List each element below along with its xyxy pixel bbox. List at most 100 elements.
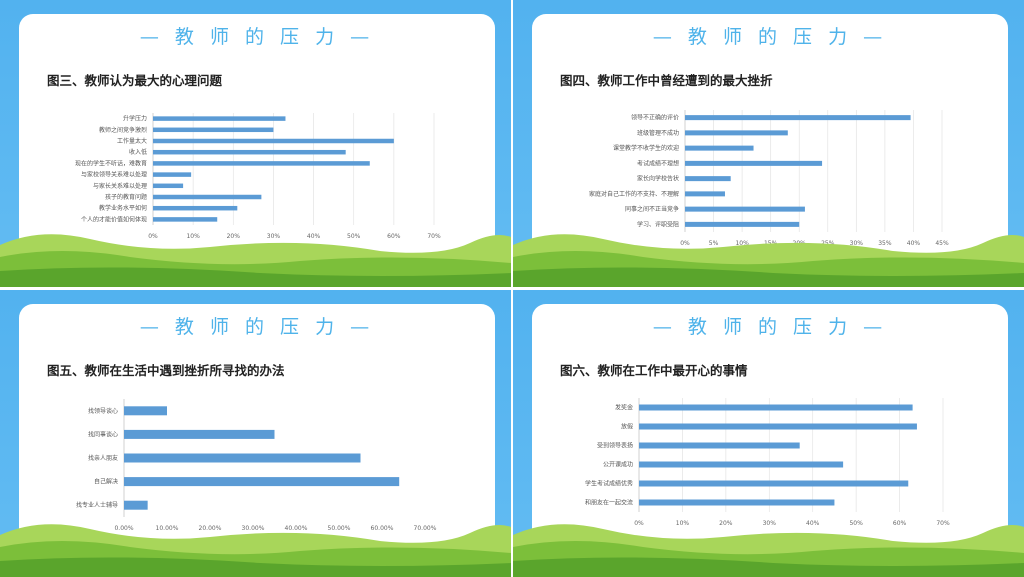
category-label: 放假 [621, 423, 633, 431]
bar [124, 477, 400, 487]
category-label: 教学业务水平如何 [99, 204, 147, 212]
chart-title: 图六、教师在工作中最开心的事情 [560, 363, 748, 378]
bar-chart: 0% 10% 20% 30% 40% 50% 60% 70% 发奖金放假受到领导表扬公开课成功学… [585, 398, 950, 527]
x-tick-label: 50% [849, 520, 863, 527]
x-tick-label: 50.00% [328, 525, 351, 532]
category-label: 学生考试成绩优秀 [585, 480, 633, 488]
grass-decoration [513, 524, 1024, 577]
category-label: 升学压力 [123, 115, 147, 123]
x-tick-label: 30.00% [242, 525, 265, 532]
category-label: 自己解决 [94, 478, 118, 486]
x-tick-label: 20.00% [199, 525, 222, 532]
category-label: 与家校领导关系难以处理 [81, 171, 147, 179]
bar [153, 217, 218, 222]
bar [685, 191, 725, 197]
category-label: 找专业人士辅导 [76, 501, 118, 509]
bar [153, 161, 370, 166]
x-tick-label: 40% [307, 233, 321, 240]
x-tick-label: 35% [878, 240, 892, 247]
x-tick-label: 0% [680, 240, 690, 247]
slide-title: — 教 师 的 压 力 — [652, 26, 888, 48]
x-tick-label: 20% [227, 233, 241, 240]
category-label: 孩子的教育问题 [105, 193, 147, 201]
chart-title: 图五、教师在生活中遇到挫折所寻找的办法 [47, 363, 285, 378]
slide-panel-4[interactable]: — 教 师 的 压 力 — 图六、教师在工作中最开心的事情 0% 10% 20% 30… [513, 290, 1024, 577]
bar [124, 406, 167, 416]
category-label: 公开课成功 [603, 461, 633, 469]
category-label: 家庭对自己工作的不支持、不理解 [589, 190, 679, 198]
chart-title: 图四、教师工作中曾经遭到的最大挫折 [560, 73, 773, 88]
x-tick-label: 20% [719, 520, 733, 527]
x-tick-label: 0% [634, 520, 644, 527]
x-tick-label: 30% [763, 520, 777, 527]
chart-title: 图三、教师认为最大的心理问题 [47, 73, 223, 88]
category-label: 找同事谈心 [88, 430, 118, 438]
bar [153, 194, 262, 200]
x-tick-label: 70% [936, 520, 950, 527]
bar [685, 221, 800, 227]
slide-panel-3[interactable]: — 教 师 的 压 力 — 图五、教师在生活中遇到挫折所寻找的办法 0.00% 1… [0, 290, 511, 577]
x-tick-label: 60% [893, 520, 907, 527]
bar [639, 499, 835, 506]
x-tick-label: 40% [907, 240, 921, 247]
x-tick-label: 10% [676, 520, 690, 527]
bar [685, 130, 788, 136]
bar [685, 145, 754, 151]
category-label: 收入低 [129, 148, 147, 156]
slide-title: — 教 师 的 压 力 — [139, 26, 375, 48]
slide-title: — 教 师 的 压 力 — [652, 316, 888, 338]
category-label: 同事之间不正当竞争 [625, 205, 679, 213]
grass-decoration [513, 234, 1024, 287]
category-label: 受到领导表扬 [597, 442, 633, 450]
bar [153, 149, 346, 155]
category-label: 课堂教学不收学生的欢迎 [613, 144, 679, 152]
category-label: 家长向学校告状 [637, 175, 679, 183]
bar [639, 442, 800, 449]
category-label: 班级管理不成功 [637, 129, 679, 137]
x-tick-label: 0% [148, 233, 158, 240]
bar [153, 205, 238, 211]
bar [685, 176, 731, 182]
bar [124, 429, 275, 439]
x-tick-label: 40.00% [285, 525, 308, 532]
bar [153, 127, 274, 133]
x-tick-label: 70% [427, 233, 441, 240]
bar [153, 116, 286, 121]
slide-card: — 教 师 的 压 力 — 图六、教师在工作中最开心的事情 [532, 304, 1008, 562]
bar-chart: 0%5%10%15%20%25%30%35%40%45%领导不正确的评价班级管理… [589, 110, 949, 247]
bar [153, 172, 192, 177]
bar [639, 461, 844, 468]
x-tick-label: 25% [821, 240, 835, 247]
x-tick-label: 40% [806, 520, 820, 527]
bar [639, 404, 913, 411]
slide-card: — 教 师 的 压 力 — 图四、教师工作中曾经遭到的最大挫折 [532, 14, 1008, 272]
category-label: 发奖金 [615, 404, 633, 412]
bar [685, 115, 911, 121]
bar-chart: 0.00% 10.00% 20.00% 30.00% 40.00% 50.00% 60.00… [76, 399, 437, 532]
x-tick-label: 70.00% [414, 525, 437, 532]
bar [685, 206, 805, 212]
bar [639, 423, 917, 430]
slide-card: — 教 师 的 压 力 — 图三、教师认为最大的心理问题 [19, 14, 495, 272]
x-tick-label: 30% [850, 240, 864, 247]
slide-panel-2[interactable]: — 教 师 的 压 力 — 图四、教师工作中曾经遭到的最大挫折 0%5%10%1… [513, 0, 1024, 287]
x-tick-label: 5% [709, 240, 719, 247]
category-label: 领导不正确的评价 [631, 114, 679, 122]
x-tick-label: 10.00% [156, 525, 179, 532]
slide-panel-1[interactable]: — 教 师 的 压 力 — 图三、教师认为最大的心理问题 0% 10% 20% 30%… [0, 0, 511, 287]
x-tick-label: 30% [267, 233, 281, 240]
bar [153, 138, 394, 144]
grass-decoration [0, 234, 511, 287]
bar [639, 480, 909, 487]
x-tick-label: 60.00% [371, 525, 394, 532]
bar-chart: 0% 10% 20% 30% 40% 50% 60% 70% 升学压力教师之间竞争激烈工作量太大… [75, 113, 441, 240]
category-label: 个人的才能价值如何体现 [81, 215, 147, 223]
x-tick-label: 0.00% [114, 525, 133, 532]
category-label: 与家长关系难以处理 [93, 182, 147, 190]
category-label: 找领导谈心 [88, 407, 118, 415]
slide-title: — 教 师 的 压 力 — [139, 316, 375, 338]
category-label: 学习、评职受阻 [637, 220, 679, 228]
x-tick-label: 45% [935, 240, 949, 247]
x-tick-label: 10% [186, 233, 200, 240]
